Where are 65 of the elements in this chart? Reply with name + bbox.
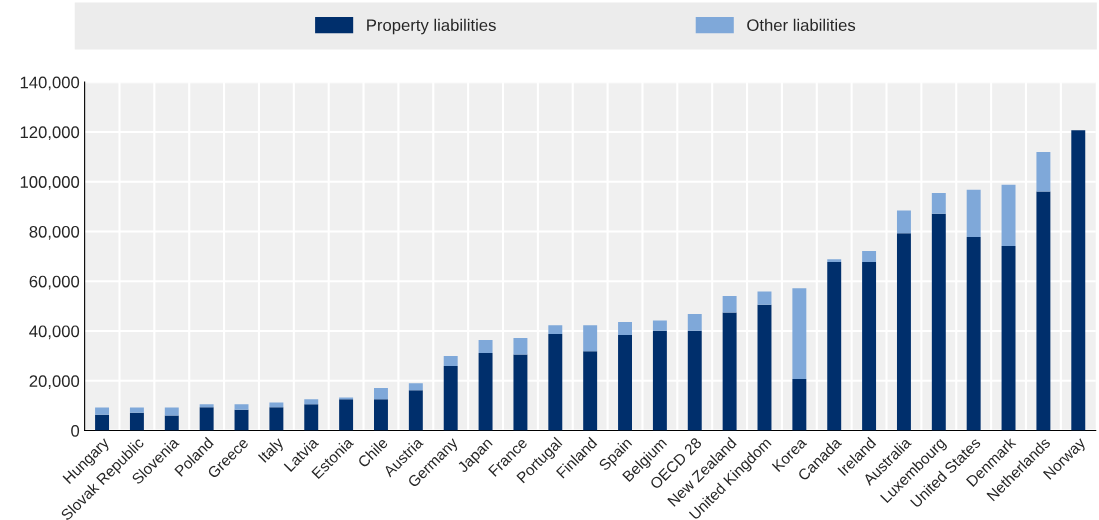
bar: [1036, 152, 1051, 192]
y-tick-label: 60,000: [29, 275, 80, 290]
bar: [652, 330, 667, 431]
bar: [862, 262, 877, 431]
y-tick-label: 80,000: [29, 225, 80, 240]
bar: [722, 312, 737, 431]
bar: [896, 233, 911, 431]
bar: [129, 407, 144, 413]
bar: [827, 262, 842, 431]
bar: [339, 399, 354, 431]
bar: [234, 404, 249, 410]
bar: [1036, 191, 1051, 431]
bar: [931, 213, 946, 431]
bar: [827, 259, 842, 263]
bar: [966, 189, 981, 237]
bar: [269, 402, 284, 408]
bar: [687, 330, 702, 431]
bar: [1071, 130, 1086, 431]
bar: [896, 210, 911, 234]
bar: [757, 304, 772, 431]
bar: [164, 415, 179, 431]
bar: [304, 404, 319, 431]
bar: [269, 407, 284, 431]
bar: [374, 388, 388, 400]
bar: [792, 288, 807, 380]
bar: [374, 399, 388, 431]
bar: [792, 379, 807, 431]
bar: [408, 390, 423, 431]
bar: [164, 407, 179, 416]
bar: [443, 355, 458, 367]
bar: [583, 325, 598, 352]
bar: [478, 352, 493, 431]
bar: [548, 325, 563, 334]
bar: [95, 407, 110, 415]
bar: [513, 337, 528, 355]
y-tick-label: 140,000: [20, 76, 80, 91]
bar: [652, 320, 667, 331]
bar: [862, 250, 877, 263]
bar: [687, 314, 702, 331]
bar: [548, 334, 563, 431]
bar: [513, 354, 528, 431]
legend-label: Other liabilities: [747, 18, 856, 32]
bar: [304, 399, 319, 405]
bar: [757, 291, 772, 305]
bar: [1001, 245, 1016, 431]
bar: [129, 412, 144, 431]
bar: [931, 192, 946, 214]
bar: [199, 407, 214, 431]
y-tick-label: 120,000: [20, 126, 80, 141]
bar: [1001, 184, 1016, 246]
y-tick-label: 40,000: [29, 325, 80, 340]
bar: [443, 366, 458, 431]
y-tick-label: 0: [71, 424, 80, 437]
bar: [478, 339, 493, 353]
bar: [618, 322, 632, 335]
bar: [583, 351, 598, 431]
bar: [966, 236, 981, 431]
bar: [199, 404, 214, 408]
legend-label: Property liabilities: [367, 18, 496, 35]
bar: [95, 414, 110, 431]
y-tick-label: 100,000: [20, 176, 80, 190]
bar: [722, 295, 737, 313]
bar: [408, 383, 423, 391]
y-tick-label: 20,000: [29, 375, 80, 389]
bar: [618, 335, 632, 431]
